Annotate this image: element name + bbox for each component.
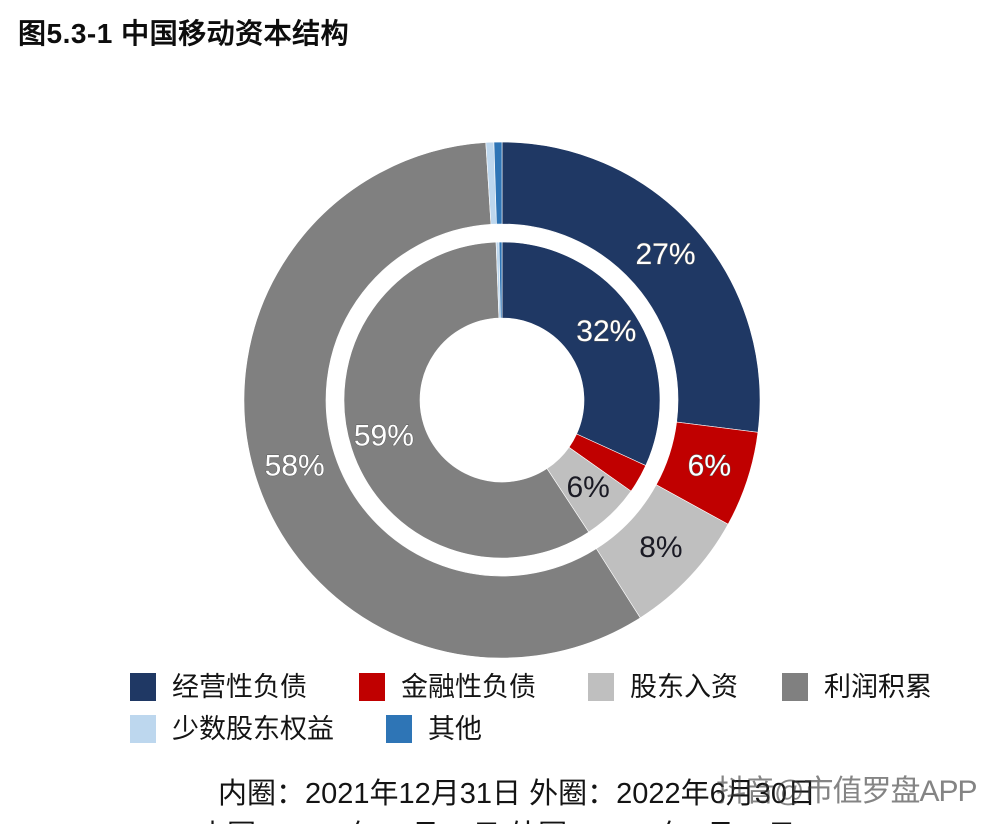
legend-swatch-minority-interest (130, 715, 156, 743)
legend-label-other: 其他 (428, 713, 482, 744)
donut-labels-inner: 32% 6% 59% (353, 314, 636, 504)
legend-item-financial-liabilities[interactable]: 金融性负债 (359, 673, 536, 701)
legend-label-financial-liabilities: 金融性负债 (401, 671, 536, 702)
donut-value-label-inner-shareholder-capital: 6% (566, 471, 609, 504)
donut-chart: 27% 6% 8% 58% 32% 6% 59% (242, 140, 762, 660)
legend-item-retained-profit[interactable]: 利润积累 (782, 673, 932, 701)
donut-value-label-inner-operating-liabilities: 32% (576, 315, 636, 348)
page-title: 图5.3-1 中国移动资本结构 (18, 18, 350, 49)
legend-swatch-retained-profit (782, 673, 808, 701)
legend-swatch-shareholder-capital (588, 673, 614, 701)
donut-slice-outer-operating-liabilities[interactable] (501, 141, 761, 433)
legend-swatch-financial-liabilities (359, 673, 385, 701)
donut-slice-inner-other[interactable] (498, 241, 503, 319)
donut-labels-outer: 27% 6% 8% 58% (264, 237, 731, 564)
chart-caption: 内圈：2021年12月31日 外圈：2022年6月30日 (0, 770, 994, 812)
donut-ring-inner (343, 241, 661, 559)
donut-chart-svg: 27% 6% 8% 58% 32% 6% 59% (243, 141, 761, 659)
donut-value-label-inner-retained-profit: 59% (354, 420, 414, 453)
donut-value-label-outer-shareholder-capital: 8% (639, 531, 682, 564)
legend-label-shareholder-capital: 股东入资 (630, 671, 738, 702)
legend-item-other[interactable]: 其他 (386, 715, 482, 743)
donut-value-label-outer-financial-liabilities: 6% (688, 449, 731, 482)
donut-slice-outer-other[interactable] (493, 141, 503, 225)
donut-value-label-outer-retained-profit: 58% (265, 449, 325, 482)
legend-row-primary: 经营性负债 金融性负债 股东入资 利润积累 (0, 665, 994, 709)
donut-value-label-outer-operating-liabilities: 27% (636, 238, 696, 271)
donut-slice-inner-retained-profit[interactable] (343, 241, 590, 559)
donut-ring-outer (243, 141, 761, 659)
chart-caption-clipped-text: 内圈：2021年12月31日 外圈：2022年6月30日 (198, 820, 796, 824)
legend-item-operating-liabilities[interactable]: 经营性负债 (130, 673, 307, 701)
legend-swatch-other (386, 715, 412, 743)
chart-legend: 经营性负债 金融性负债 股东入资 利润积累 少数股东权益 其他 (0, 665, 994, 749)
chart-caption-text: 内圈：2021年12月31日 外圈：2022年6月30日 (218, 778, 816, 810)
legend-row-secondary: 少数股东权益 其他 (0, 709, 994, 749)
donut-slice-inner-operating-liabilities[interactable] (501, 241, 661, 466)
legend-item-shareholder-capital[interactable]: 股东入资 (588, 673, 738, 701)
legend-label-minority-interest: 少数股东权益 (172, 713, 334, 744)
legend-item-minority-interest[interactable]: 少数股东权益 (130, 715, 334, 743)
legend-label-operating-liabilities: 经营性负债 (172, 671, 307, 702)
legend-label-retained-profit: 利润积累 (824, 671, 932, 702)
chart-caption-clipped-line: 内圈：2021年12月31日 外圈：2022年6月30日 (0, 812, 994, 824)
chart-area: 27% 6% 8% 58% 32% 6% 59% (0, 60, 994, 660)
donut-slice-outer-retained-profit[interactable] (243, 142, 641, 659)
legend-swatch-operating-liabilities (130, 673, 156, 701)
